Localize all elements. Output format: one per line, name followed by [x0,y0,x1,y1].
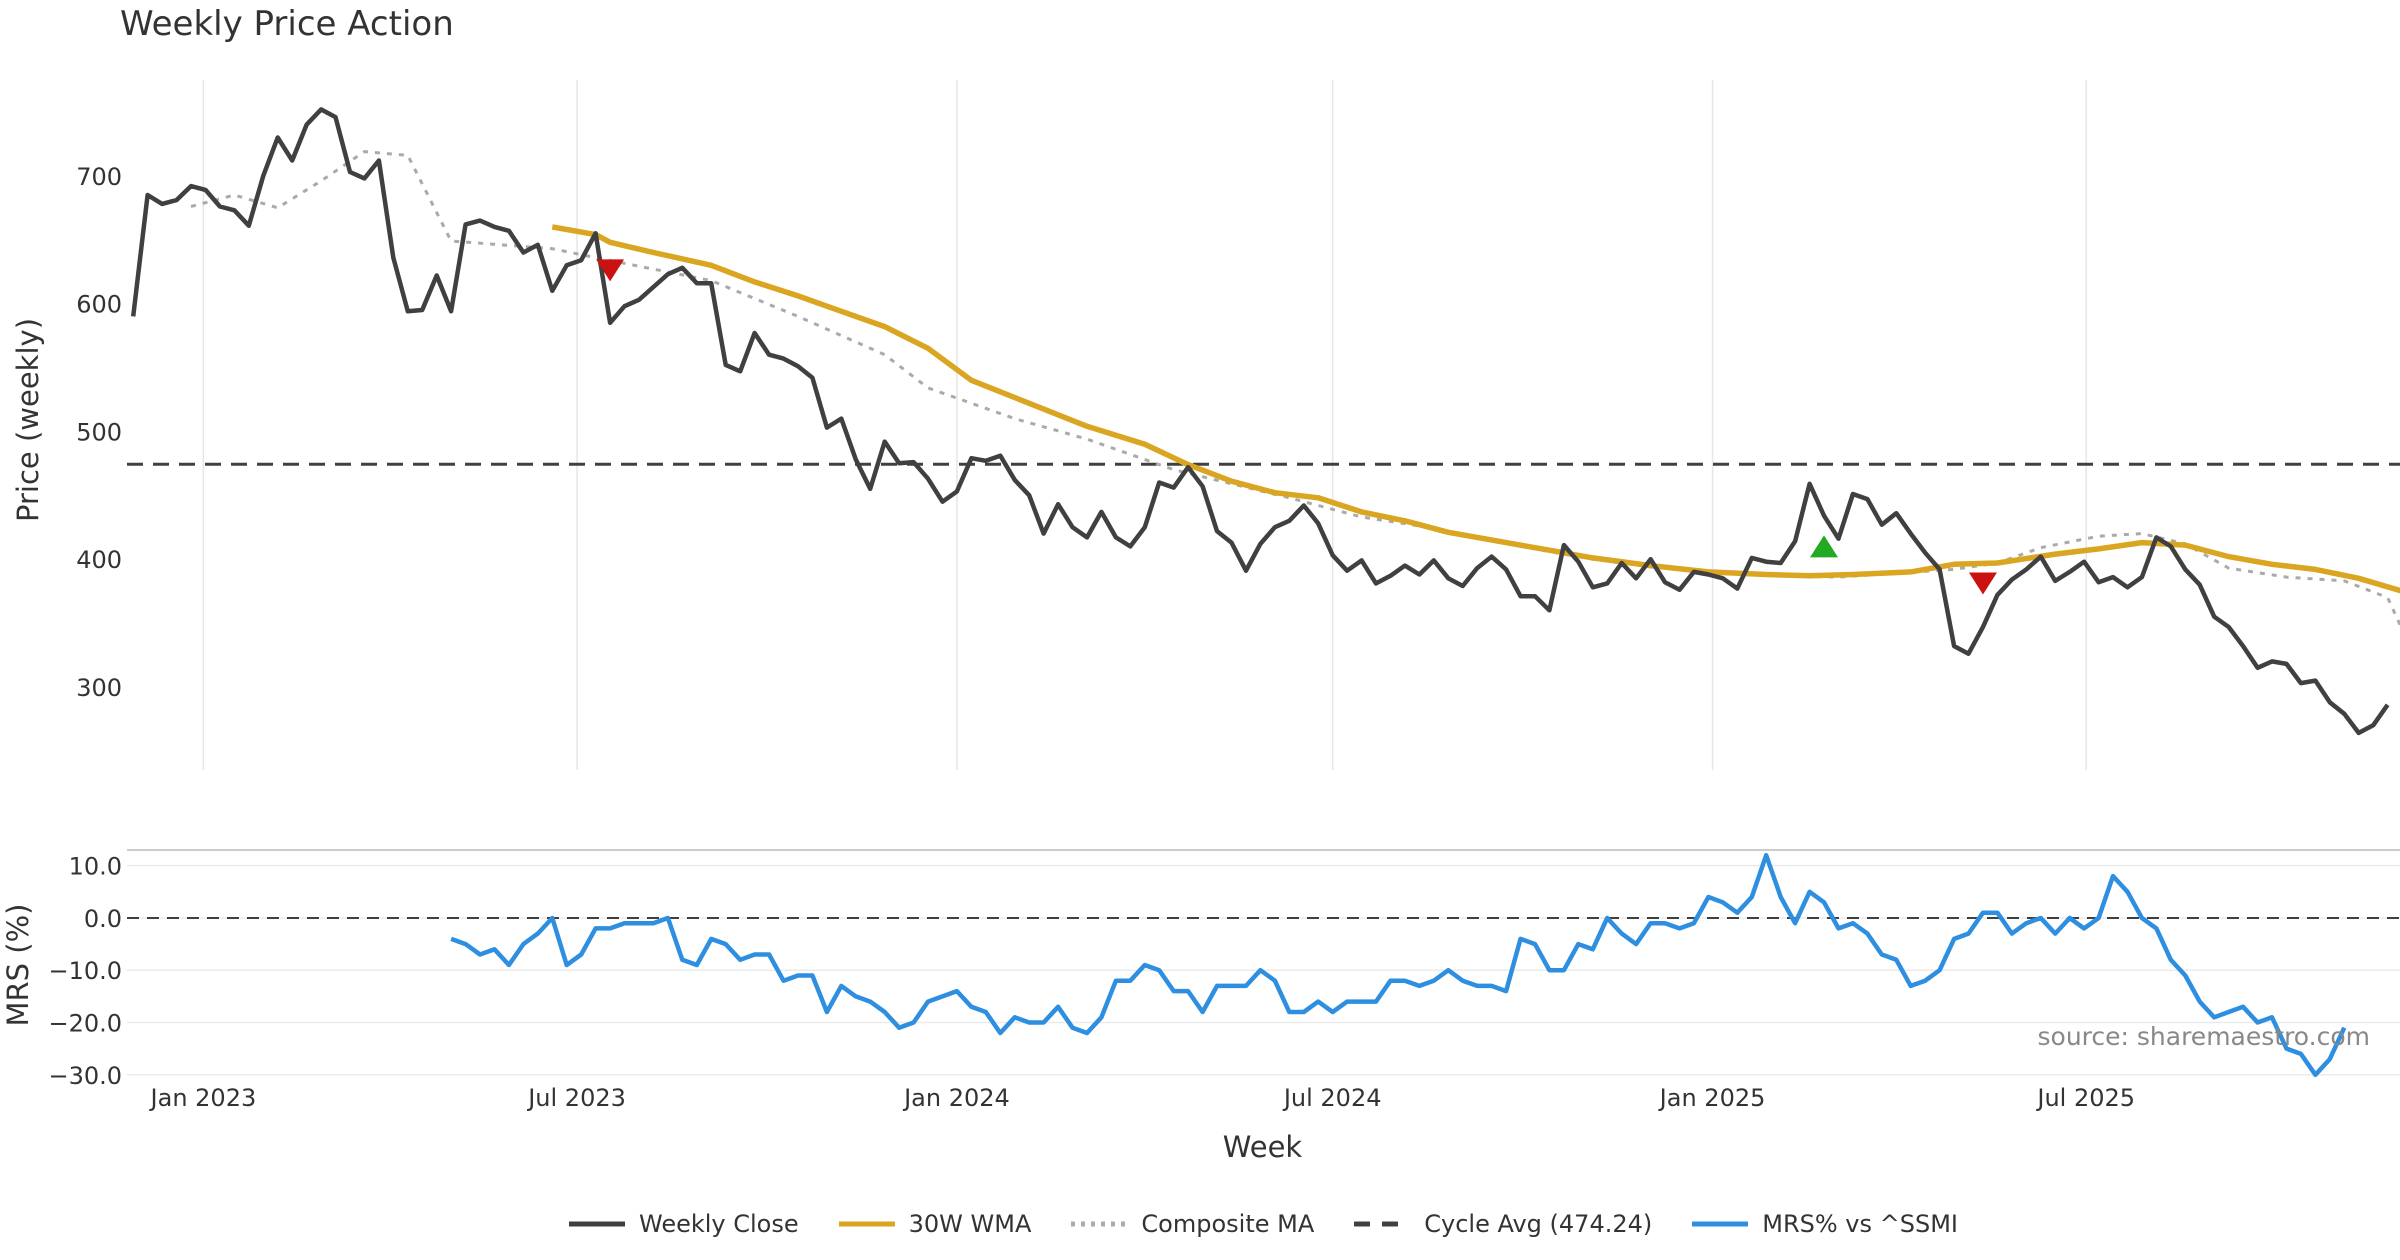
chart-title: Weekly Price Action [120,4,454,44]
legend-label: Cycle Avg (474.24) [1424,1210,1653,1238]
legend-item-weekly-close: Weekly Close [567,1210,799,1238]
series-lines [130,107,2400,1078]
x-tick-label: Jan 2023 [149,1084,257,1112]
x-tick-label: Jan 2024 [902,1084,1010,1112]
reference-lines [127,462,2400,919]
x-tick-label: Jul 2025 [2035,1084,2135,1112]
tick-labels: 300 400 500 600 700 10.0 0.0 −10.0 −20.0 −30.0 Jan… [48,163,2135,1112]
price-tick-label: 300 [76,674,122,702]
legend-swatch-cycle-avg [1354,1221,1411,1227]
legend-item-cycle-avg: Cycle Avg (474.24) [1352,1210,1652,1238]
x-tick-label: Jul 2024 [1282,1084,1382,1112]
legend: Weekly Close 30W WMA Composite MA Cycle … [0,1210,2400,1238]
price-tick-label: 500 [76,418,122,446]
legend-label: Weekly Close [639,1210,799,1238]
legend-swatch-mrs [1692,1221,1749,1227]
legend-label: Composite MA [1141,1210,1315,1238]
legend-swatch-weekly-close [569,1221,625,1227]
price-tick-label: 700 [76,163,122,191]
legend-item-mrs: MRS% vs ^SSMI [1690,1210,1958,1238]
legend-item-composite-ma: Composite MA [1069,1210,1314,1238]
mrs-axis-label: MRS (%) [1,903,35,1027]
sell-signal-marker [1968,572,1997,595]
legend-label: 30W WMA [908,1210,1032,1238]
price-tick-label: 600 [76,291,122,319]
legend-item-30w-wma: 30W WMA [837,1210,1032,1238]
price-tick-label: 400 [76,546,122,574]
x-tick-label: Jul 2023 [526,1084,626,1112]
x-tick-label: Jan 2025 [1658,1084,1766,1112]
signal-markers [596,259,1997,595]
legend-swatch-composite-ma [1071,1221,1128,1227]
price-axis-label: Price (weekly) [11,317,45,522]
legend-swatch-30w-wma [838,1221,895,1227]
source-note: source: sharemaestro.com [2037,1022,2371,1051]
mrs-tick-label: 10.0 [69,853,122,881]
mrs-tick-label: −20.0 [48,1010,122,1038]
x-axis-label: Week [1222,1130,1303,1164]
sell-signal-marker [596,259,625,282]
buy-signal-marker [1810,535,1839,558]
legend-label: MRS% vs ^SSMI [1762,1210,1958,1238]
mrs-tick-label: −30.0 [48,1062,122,1090]
series-mrs [450,852,2347,1078]
series-composite-ma [190,150,2400,629]
mrs-tick-label: −10.0 [48,957,122,985]
series-30w-wma [551,224,2400,594]
series-weekly-close [130,107,2390,736]
mrs-tick-label: 0.0 [84,905,122,933]
